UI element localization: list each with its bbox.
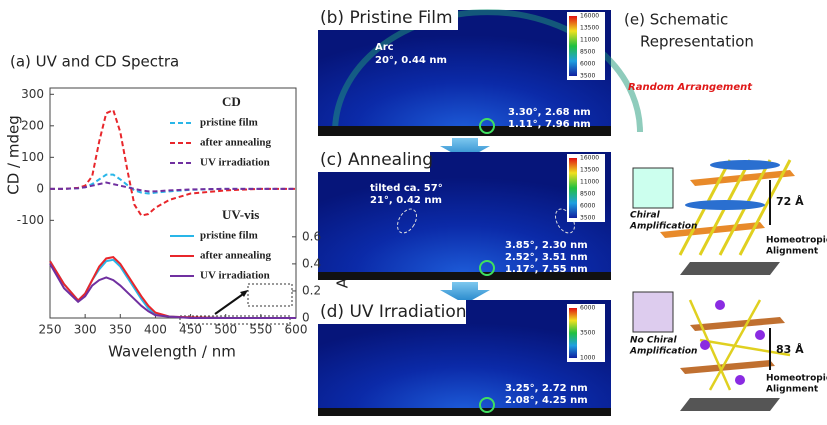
- figure: (a) UV and CD Spectra Wavelength / nm CD…: [0, 0, 827, 421]
- substrate: [680, 262, 780, 275]
- molecule: [700, 340, 710, 350]
- colorbar-label: 6000: [580, 61, 595, 68]
- colorbar-label: 16000: [580, 13, 599, 20]
- panel-title: (b) Pristine Film: [320, 8, 453, 28]
- x-tick-label: 550: [249, 323, 272, 337]
- panel-title: Representation: [640, 33, 754, 51]
- annotation: 2.52°, 3.51 nm: [505, 252, 588, 263]
- legend-label: pristine film: [200, 117, 258, 129]
- substrate: [680, 398, 780, 411]
- zoom-arrow: [215, 292, 246, 314]
- inset-label: Amplification: [629, 347, 697, 357]
- x-tick-label: 250: [39, 323, 62, 337]
- colorbar-label: 13500: [580, 167, 599, 174]
- layer: [680, 360, 775, 374]
- inset-label: Chiral: [630, 211, 661, 221]
- molecule: [710, 160, 780, 170]
- y-tick-label: 100: [21, 150, 44, 164]
- series-line: [50, 257, 296, 318]
- alignment: Homeotropic: [766, 374, 827, 384]
- colorbar-label: 1000: [580, 355, 595, 362]
- panel-title: (a) UV and CD Spectra: [10, 53, 179, 71]
- colorbar-label: 3500: [580, 215, 595, 222]
- page: {"chart_data": {"type": "line", "title":…: [0, 0, 827, 421]
- colorbar: [569, 158, 577, 218]
- beamstop: [318, 408, 611, 416]
- colorbar: [569, 308, 577, 358]
- panel-title: (e) Schematic: [624, 11, 728, 29]
- x-tick-label: 350: [109, 323, 132, 337]
- panel-b: (b) Pristine Film Arc 20°, 0.44 nm 3.30°…: [318, 6, 640, 136]
- colorbar-label: 6000: [580, 203, 595, 210]
- x-tick-label: 500: [214, 323, 237, 337]
- y2-tick-label: 0.2: [302, 283, 321, 297]
- x-tick-label: 450: [179, 323, 202, 337]
- colorbar-label: 16000: [580, 155, 599, 162]
- zoom-inset: [248, 284, 292, 306]
- colorbar-label: 6000: [580, 305, 595, 312]
- panel-title: (c) Annealing: [320, 150, 433, 170]
- y-tick-label: 200: [21, 118, 44, 132]
- y-axis-label: CD / mdeg: [5, 115, 23, 195]
- legend-label: UV irradiation: [200, 270, 270, 282]
- y-tick-label: -100: [17, 213, 44, 227]
- colorbar-label: 8500: [580, 191, 595, 198]
- alignment: Homeotropic: [766, 236, 827, 246]
- legend-title: CD: [222, 94, 241, 109]
- x-tick-label: 600: [285, 323, 308, 337]
- alignment: Alignment: [766, 247, 819, 257]
- y-tick-label: 0: [36, 181, 44, 195]
- colorbar-label: 11000: [580, 179, 599, 186]
- annotation: tilted ca. 57°: [370, 183, 443, 194]
- inset-label: No Chiral: [630, 336, 677, 346]
- annotation: 3.25°, 2.72 nm: [505, 383, 588, 394]
- inset: [633, 168, 673, 208]
- y-tick-label: 300: [21, 87, 44, 101]
- y2-tick-label: 0: [302, 311, 310, 325]
- annotation: 21°, 0.42 nm: [370, 195, 442, 206]
- legend-label: UV irradiation: [200, 157, 270, 169]
- legend-label: after annealing: [200, 250, 271, 262]
- panel-d: (d) UV Irradiation 3.25°, 2.72 nm 2.08°,…: [318, 300, 611, 416]
- annotation: 3.85°, 2.30 nm: [505, 240, 588, 251]
- inset: [633, 292, 673, 332]
- colorbar-label: 3500: [580, 73, 595, 80]
- caption: Random Arrangement: [628, 82, 753, 93]
- legend-label: pristine film: [200, 230, 258, 242]
- colorbar-label: 8500: [580, 49, 595, 56]
- distance: 72 Å: [776, 195, 804, 208]
- panel-title: (d) UV Irradiation: [320, 302, 467, 322]
- distance: 83 Å: [776, 343, 804, 356]
- molecule: [735, 375, 745, 385]
- annotation: 3.30°, 2.68 nm: [508, 107, 591, 118]
- colorbar-label: 11000: [580, 37, 599, 44]
- legend-title: UV-vis: [222, 207, 259, 222]
- annotation: 1.17°, 7.55 nm: [505, 264, 588, 275]
- molecule: [685, 200, 765, 210]
- alignment: Alignment: [766, 385, 819, 395]
- inset-label: Amplification: [629, 222, 697, 232]
- colorbar: [569, 16, 577, 76]
- annotation: 20°, 0.44 nm: [375, 55, 447, 66]
- x-axis-label: Wavelength / nm: [108, 343, 236, 361]
- annotation: 2.08°, 4.25 nm: [505, 395, 588, 406]
- x-tick-label: 300: [74, 323, 97, 337]
- panel-c: (c) Annealing tilted ca. 57° 21°, 0.42 n…: [318, 148, 611, 280]
- y2-tick-label: 0.4: [302, 256, 321, 270]
- x-tick-label: 400: [144, 323, 167, 337]
- panel-e: (e) Schematic Representation Random Arra…: [624, 11, 827, 412]
- molecule: [755, 330, 765, 340]
- legend-label: after annealing: [200, 137, 271, 149]
- colorbar-label: 3500: [580, 330, 595, 337]
- annotation: Arc: [375, 42, 394, 53]
- molecule: [715, 300, 725, 310]
- y2-tick-label: 0.6: [302, 229, 321, 243]
- colorbar-label: 13500: [580, 25, 599, 32]
- annotation: 1.11°, 7.96 nm: [508, 119, 591, 130]
